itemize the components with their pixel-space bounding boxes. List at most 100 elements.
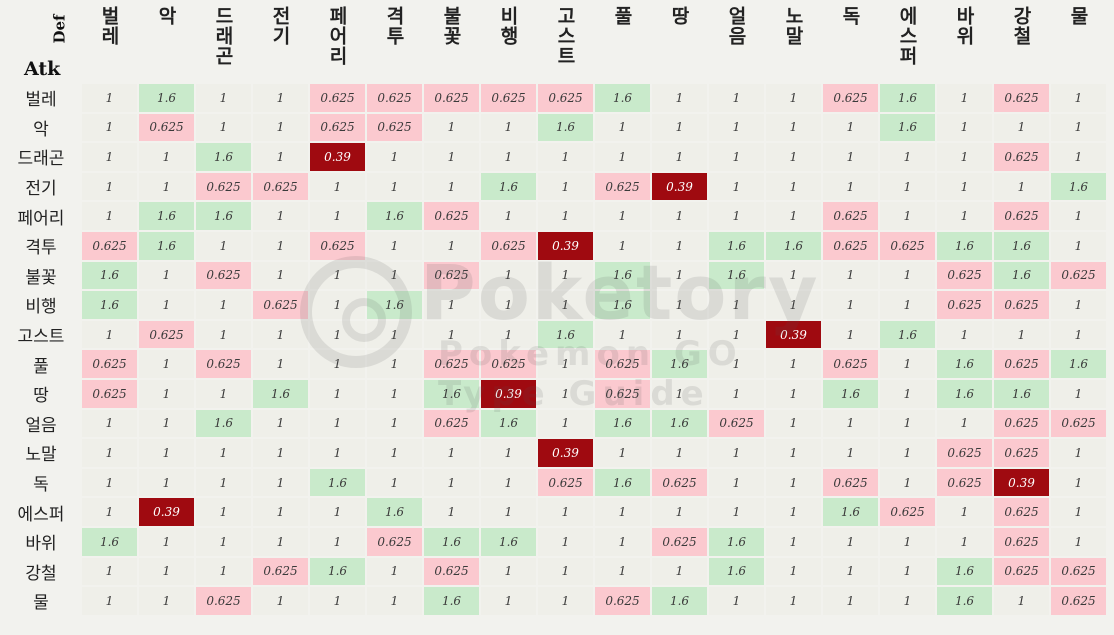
matchup-cell: 1 [310, 172, 365, 201]
table-row: 물 1 1 0.625 1 1 1 1.6 1 1 0.625 1.6 1 1 1 1 1.6 1 0.625 [2, 587, 1106, 615]
col-header: 페어리 [310, 2, 365, 82]
matchup-cell: 1 [82, 409, 137, 438]
header-row: Def Atk 벌레 악 드래곤 전기 페어리 격투 불꽃 비행 고스트 풀 땅 얼음 노말 독 에스퍼 바위… [2, 2, 1106, 82]
matchup-cell: 1 [538, 143, 593, 171]
matchup-cell: 0.625 [310, 84, 365, 112]
matchup-cell: 1 [1051, 468, 1106, 497]
matchup-cell: 1 [253, 439, 308, 467]
matchup-cell: 0.625 [424, 84, 479, 112]
matchup-cell: 1 [709, 439, 764, 467]
matchup-cell: 1 [139, 379, 194, 408]
matchup-cell: 1 [766, 143, 821, 171]
matchup-cell: 1 [367, 231, 422, 260]
table-body: 벌레 1 1.6 1 1 0.625 0.625 0.625 0.625 0.625 1.6 1 1 1 0… [2, 84, 1106, 615]
matchup-cell: 1 [82, 587, 137, 615]
matchup-cell: 1 [937, 172, 992, 201]
matchup-cell: 1 [652, 202, 707, 230]
matchup-cell: 1 [1051, 291, 1106, 319]
matchup-cell: 1 [310, 409, 365, 438]
matchup-cell: 0.625 [82, 231, 137, 260]
col-header-label: 노말 [782, 6, 804, 46]
matchup-cell: 1 [310, 439, 365, 467]
matchup-cell: 1 [310, 350, 365, 378]
matchup-cell: 1 [367, 172, 422, 201]
matchup-cell: 1 [823, 320, 878, 349]
matchup-cell: 0.625 [253, 557, 308, 586]
matchup-cell: 1 [652, 84, 707, 112]
matchup-cell: 1 [139, 409, 194, 438]
matchup-cell: 1 [709, 587, 764, 615]
matchup-cell: 1.6 [1051, 172, 1106, 201]
col-header-label: 드래곤 [212, 6, 234, 66]
matchup-cell: 0.625 [424, 350, 479, 378]
matchup-cell: 0.625 [538, 468, 593, 497]
corner-cell: Def Atk [2, 2, 80, 82]
matchup-cell: 1 [880, 350, 935, 378]
matchup-cell: 1 [595, 202, 650, 230]
matchup-cell: 1.6 [139, 84, 194, 112]
matchup-cell: 1 [880, 291, 935, 319]
matchup-cell: 1.6 [196, 143, 251, 171]
matchup-cell: 1 [196, 468, 251, 497]
matchup-cell: 1 [367, 439, 422, 467]
matchup-cell: 1.6 [994, 261, 1049, 290]
col-header-label: 격투 [383, 6, 405, 46]
table-row: 얼음 1 1 1.6 1 1 1 0.625 1.6 1 1.6 1.6 0.625 1 1 1 1 0.625 0… [2, 409, 1106, 438]
matchup-cell: 0.625 [595, 350, 650, 378]
matchup-cell: 1 [481, 587, 536, 615]
matchup-cell: 1 [253, 231, 308, 260]
matchup-cell: 1 [196, 379, 251, 408]
matchup-cell: 1 [652, 291, 707, 319]
matchup-cell: 1 [253, 202, 308, 230]
matchup-cell: 1 [766, 498, 821, 526]
table-row: 풀 0.625 1 0.625 1 1 1 0.625 0.625 1 0.625 1.6 1 1 0.62… [2, 350, 1106, 378]
matchup-cell: 0.625 [196, 261, 251, 290]
matchup-cell: 1 [82, 84, 137, 112]
matchup-cell: 1 [310, 202, 365, 230]
matchup-cell: 1 [766, 468, 821, 497]
matchup-cell: 0.625 [823, 350, 878, 378]
matchup-cell: 1 [823, 113, 878, 142]
matchup-cell: 1 [652, 143, 707, 171]
row-header: 고스트 [2, 320, 80, 349]
matchup-cell: 1 [823, 439, 878, 467]
row-header: 노말 [2, 439, 80, 467]
matchup-cell: 1 [538, 291, 593, 319]
matchup-cell: 1.6 [937, 557, 992, 586]
col-header: 전기 [253, 2, 308, 82]
matchup-cell: 1.6 [481, 409, 536, 438]
matchup-cell: 0.625 [937, 439, 992, 467]
col-header: 격투 [367, 2, 422, 82]
row-header: 비행 [2, 291, 80, 319]
matchup-cell: 0.625 [481, 84, 536, 112]
matchup-cell: 1.6 [538, 320, 593, 349]
row-header: 전기 [2, 172, 80, 201]
matchup-cell: 1 [424, 231, 479, 260]
matchup-cell: 0.625 [994, 498, 1049, 526]
matchup-cell: 1 [652, 261, 707, 290]
matchup-cell: 1 [709, 84, 764, 112]
matchup-cell: 1 [481, 498, 536, 526]
matchup-cell: 1.6 [481, 172, 536, 201]
matchup-cell: 0.625 [994, 291, 1049, 319]
table-row: 강철 1 1 1 0.625 1.6 1 0.625 1 1 1 1 1.6 1 1 1 1.6 0.625 0.6… [2, 557, 1106, 586]
matchup-cell: 1 [538, 172, 593, 201]
matchup-cell: 1 [367, 350, 422, 378]
matchup-cell: 1 [709, 498, 764, 526]
matchup-cell: 0.625 [994, 143, 1049, 171]
matchup-cell: 1 [82, 143, 137, 171]
col-header-label: 비행 [497, 6, 519, 46]
matchup-cell: 1 [937, 527, 992, 556]
matchup-cell: 1 [1051, 143, 1106, 171]
matchup-cell: 1 [139, 527, 194, 556]
row-header: 격투 [2, 231, 80, 260]
matchup-cell: 1 [823, 409, 878, 438]
col-header: 악 [139, 2, 194, 82]
matchup-cell: 0.625 [937, 261, 992, 290]
row-header: 땅 [2, 379, 80, 408]
matchup-cell: 1 [196, 291, 251, 319]
table-row: 고스트 1 0.625 1 1 1 1 1 1 1.6 1 1 1 0.39 1 1.6 1 1 1 [2, 320, 1106, 349]
matchup-cell: 1 [652, 231, 707, 260]
matchup-cell: 1 [196, 84, 251, 112]
matchup-cell: 1 [82, 172, 137, 201]
